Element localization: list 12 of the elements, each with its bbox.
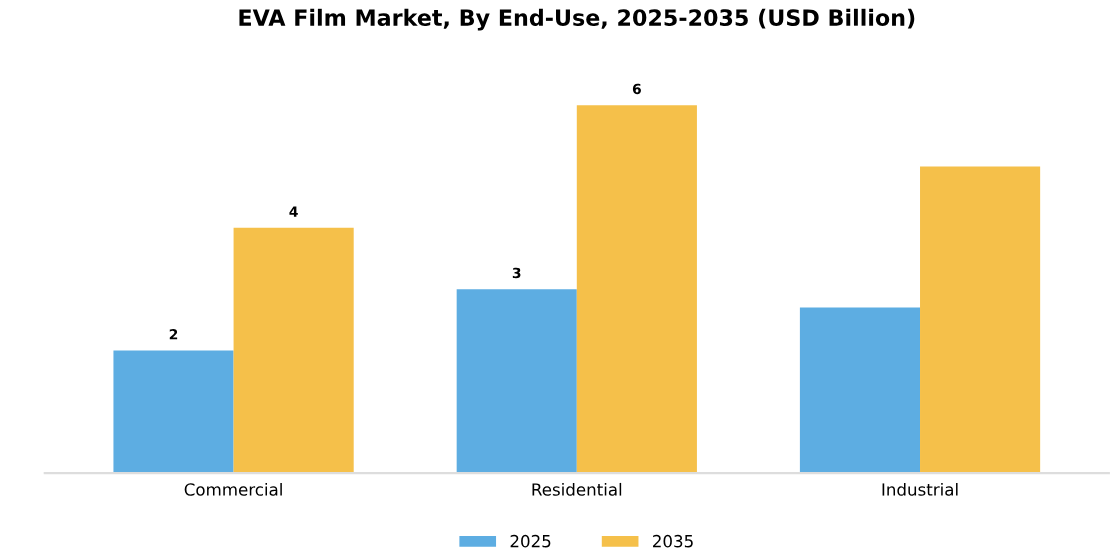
bar	[456, 289, 577, 474]
bar	[799, 307, 921, 474]
x-tick-label: Commercial	[184, 482, 282, 496]
legend-label: 2025	[510, 534, 551, 548]
x-tick-label: Industrial	[882, 482, 958, 496]
legend-label: 2035	[653, 534, 693, 548]
bar	[113, 350, 234, 474]
bar	[576, 105, 697, 474]
chart-title: EVA Film Market, By End-Use, 2025-2035 (USD Billion)	[239, 8, 915, 31]
x-tick-label: Residential	[532, 482, 622, 496]
bar	[233, 227, 354, 474]
bar	[920, 166, 1041, 474]
